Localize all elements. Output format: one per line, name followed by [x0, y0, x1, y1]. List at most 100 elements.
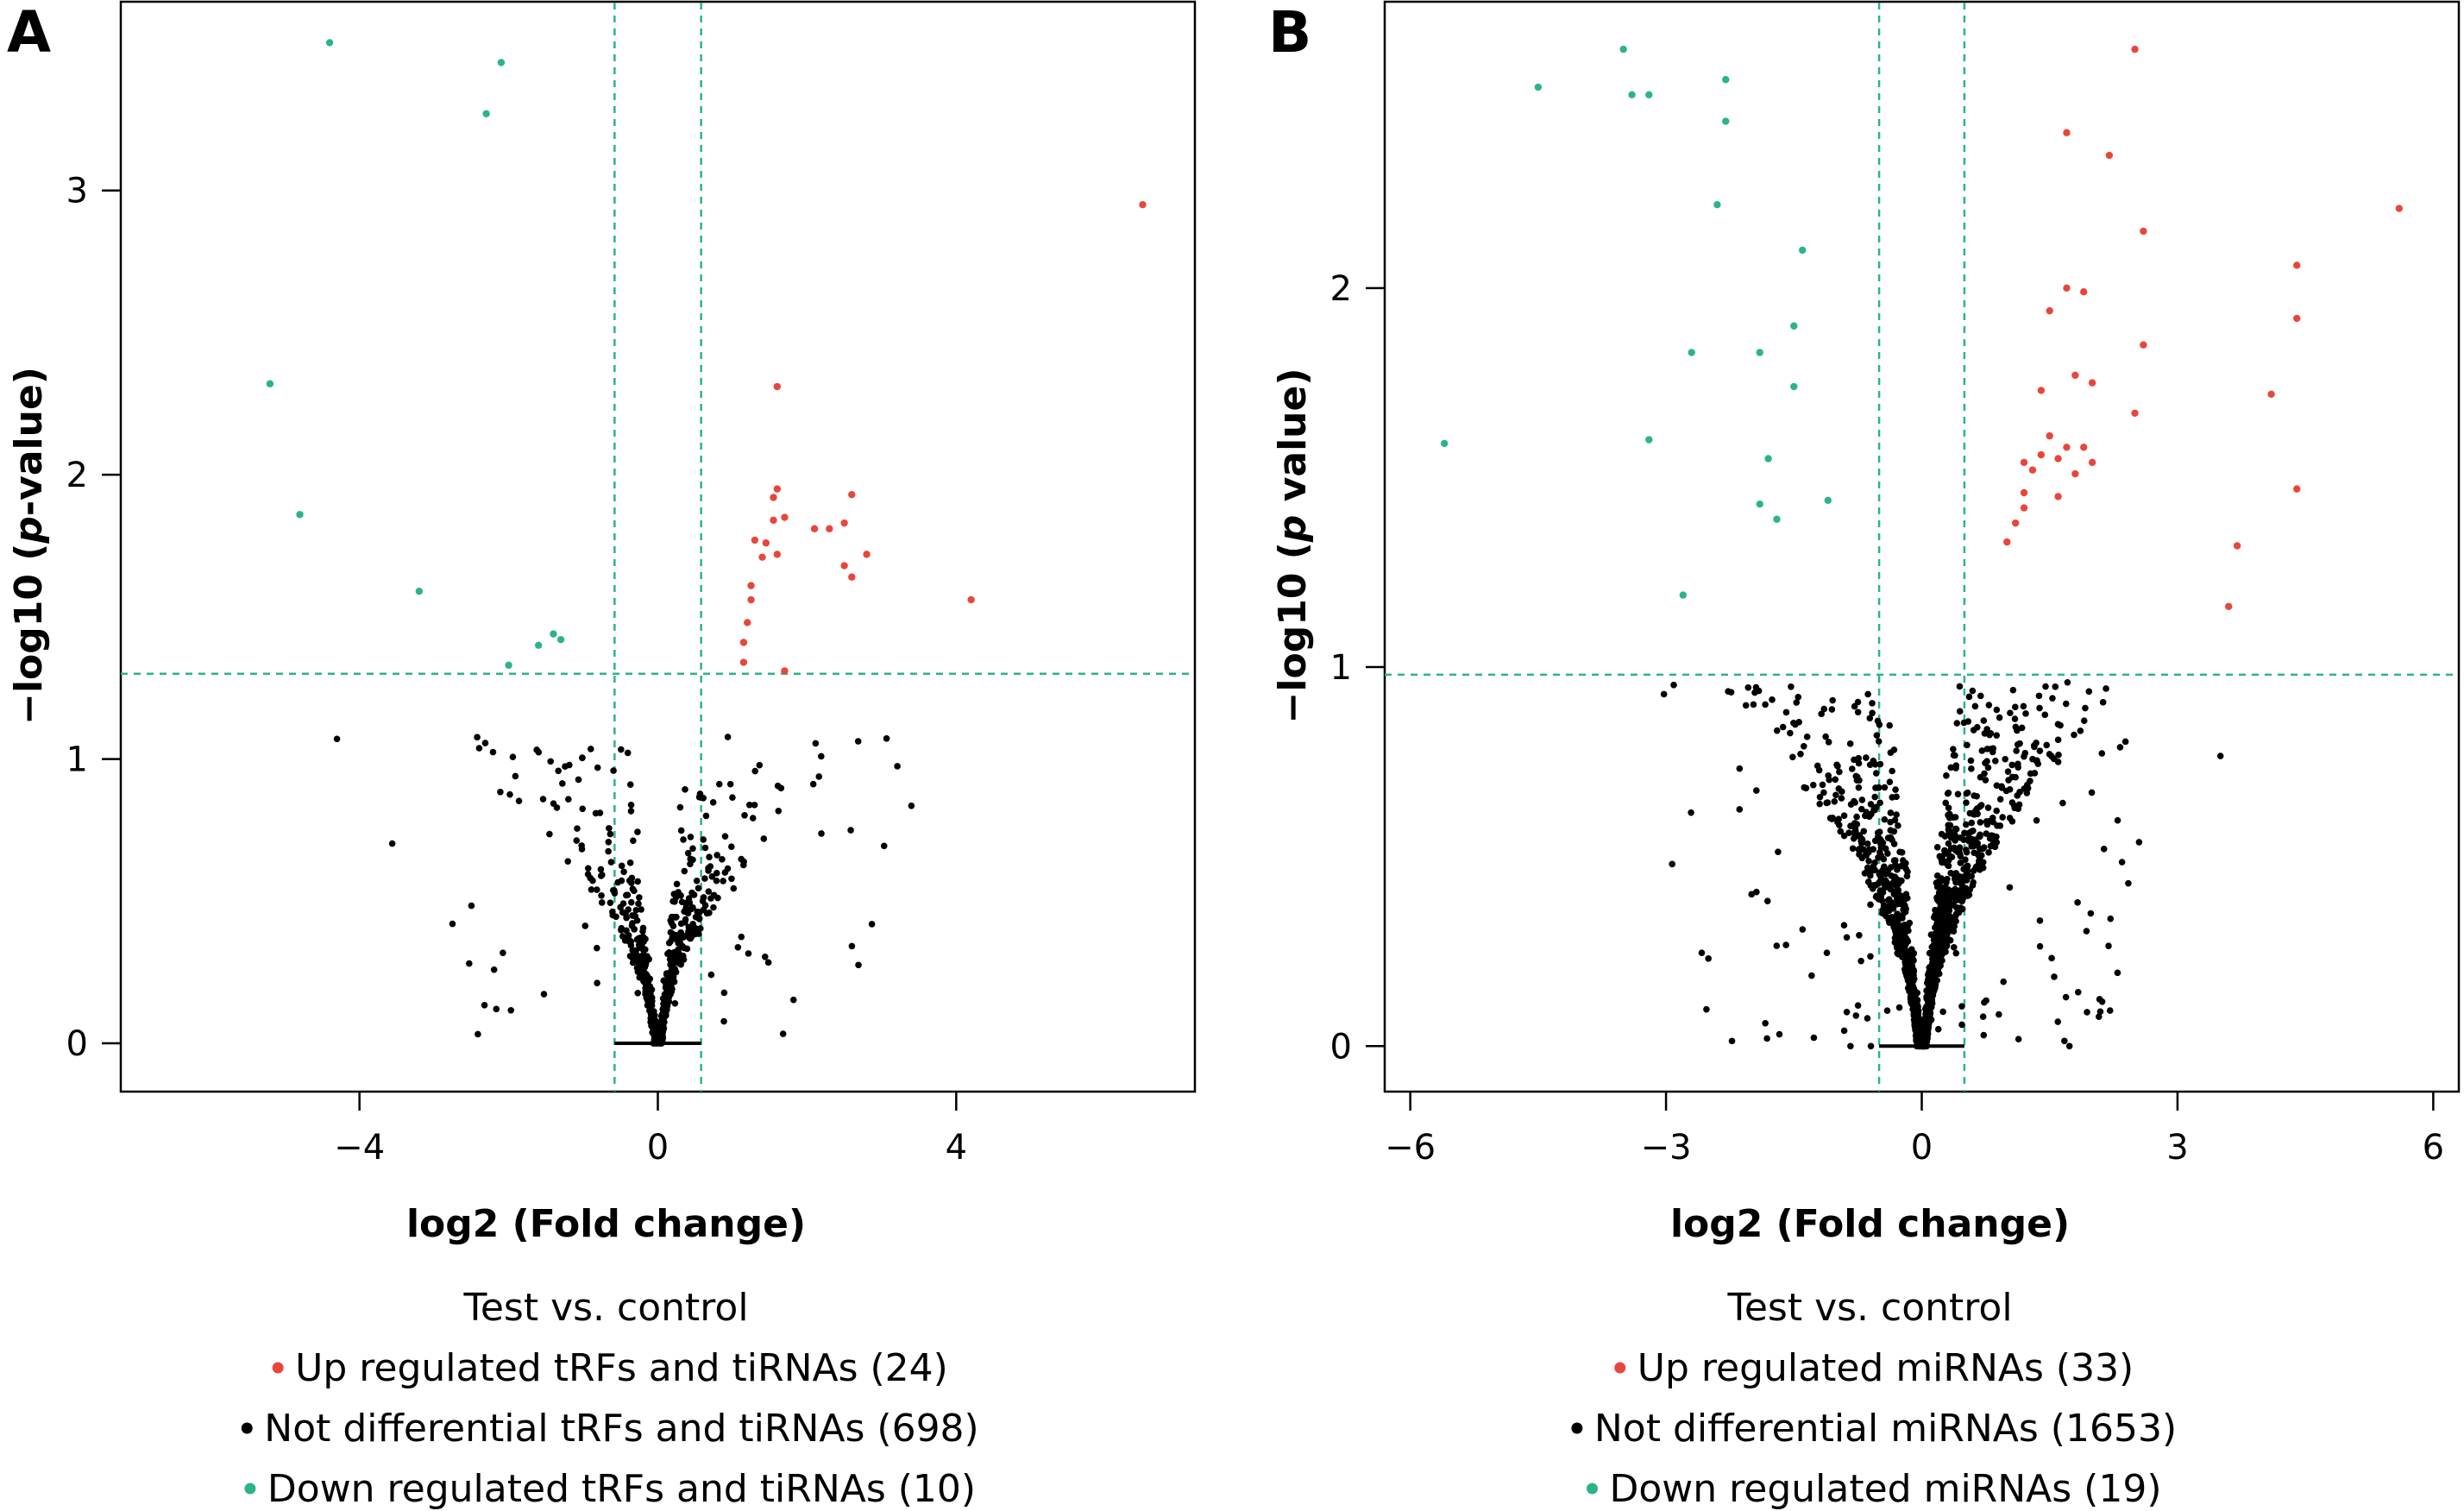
- point-not-differential: [581, 922, 589, 929]
- point-not-differential: [1902, 891, 1910, 898]
- point-not-differential: [708, 873, 716, 880]
- point-not-differential: [1932, 954, 1939, 961]
- point-up: [762, 539, 770, 547]
- point-not-differential: [1983, 746, 1991, 752]
- point-not-differential: [333, 735, 341, 743]
- point-not-differential: [701, 844, 709, 852]
- point-not-differential: [1670, 682, 1677, 689]
- point-not-differential: [1890, 828, 1898, 835]
- point-up: [2071, 469, 2079, 478]
- point-not-differential: [1983, 821, 1991, 828]
- point-not-differential: [2020, 702, 2027, 710]
- point-down: [1534, 83, 1543, 91]
- point-not-differential: [1957, 878, 1964, 885]
- point-down: [1798, 246, 1807, 255]
- point-up: [773, 551, 782, 558]
- point-not-differential: [1846, 740, 1854, 747]
- point-not-differential: [812, 740, 820, 747]
- point-not-differential: [1957, 853, 1964, 859]
- point-not-differential: [489, 748, 497, 756]
- point-not-differential: [1753, 787, 1760, 794]
- point-not-differential: [2116, 744, 2124, 751]
- point-not-differential: [668, 919, 676, 927]
- point-not-differential: [1866, 715, 1874, 722]
- point-not-differential: [565, 796, 572, 803]
- point-not-differential: [493, 1005, 500, 1013]
- point-not-differential: [880, 842, 888, 850]
- series-up: [739, 200, 1147, 675]
- point-not-differential: [634, 878, 641, 885]
- point-not-differential: [606, 825, 613, 832]
- y-axis-label-part: −log10 (: [7, 544, 51, 725]
- point-not-differential: [1744, 683, 1752, 691]
- point-not-differential: [1964, 862, 1971, 870]
- point-not-differential: [2057, 721, 2064, 729]
- point-not-differential: [1660, 690, 1668, 698]
- point-up: [2063, 284, 2071, 293]
- point-not-differential: [1898, 954, 1906, 960]
- point-up: [2020, 488, 2028, 497]
- point-not-differential: [1843, 1008, 1851, 1016]
- point-not-differential: [594, 886, 600, 893]
- x-tick-label: 3: [2166, 1128, 2188, 1168]
- point-not-differential: [2000, 978, 2008, 985]
- point-not-differential: [1885, 914, 1893, 922]
- point-up: [2225, 602, 2233, 610]
- point-down: [505, 661, 512, 670]
- point-not-differential: [1970, 727, 1977, 733]
- point-up: [2063, 444, 2071, 451]
- point-not-differential: [710, 891, 718, 899]
- point-not-differential: [1790, 720, 1797, 727]
- point-not-differential: [618, 877, 625, 885]
- point-up: [747, 595, 755, 604]
- point-not-differential: [1951, 944, 1958, 951]
- point-not-differential: [700, 836, 707, 843]
- point-not-differential: [1977, 692, 1984, 700]
- point-not-differential: [629, 885, 637, 892]
- point-not-differential: [2043, 741, 2051, 749]
- point-not-differential: [707, 971, 715, 979]
- point-not-differential: [607, 830, 614, 838]
- point-not-differential: [1860, 828, 1868, 835]
- point-not-differential: [2013, 747, 2020, 754]
- point-not-differential: [818, 752, 825, 760]
- point-not-differential: [1971, 792, 1977, 799]
- point-not-differential: [728, 875, 735, 883]
- point-not-differential: [894, 763, 901, 770]
- point-not-differential: [626, 781, 634, 788]
- point-not-differential: [1881, 784, 1889, 791]
- point-not-differential: [1875, 784, 1883, 791]
- point-not-differential: [1869, 700, 1876, 707]
- point-not-differential: [1851, 825, 1859, 833]
- point-up: [744, 619, 751, 626]
- point-down: [415, 588, 424, 595]
- point-not-differential: [688, 889, 695, 897]
- point-not-differential: [1883, 1007, 1891, 1014]
- point-down: [266, 380, 274, 387]
- point-not-differential: [1893, 943, 1901, 950]
- point-not-differential: [651, 1021, 658, 1028]
- point-not-differential: [1988, 832, 1996, 839]
- point-not-differential: [1989, 748, 1996, 756]
- point-not-differential: [597, 872, 605, 879]
- point-not-differential: [500, 949, 506, 956]
- point-down: [296, 511, 304, 519]
- point-not-differential: [2015, 764, 2021, 771]
- point-not-differential: [1908, 973, 1915, 981]
- legend-marker-down: [244, 1483, 256, 1495]
- point-not-differential: [695, 930, 702, 937]
- point-not-differential: [1920, 1037, 1927, 1045]
- point-not-differential: [644, 1001, 652, 1009]
- point-not-differential: [2005, 777, 2012, 784]
- point-not-differential: [1971, 810, 1977, 818]
- point-not-differential: [1941, 897, 1949, 904]
- plot-frame: [1383, 0, 2461, 1093]
- point-not-differential: [1926, 1012, 1933, 1020]
- legend-entry-not: Not differential tRFs and tiRNAs (698): [264, 1407, 978, 1451]
- point-not-differential: [730, 885, 738, 892]
- point-not-differential: [1736, 806, 1744, 813]
- point-not-differential: [1840, 922, 1848, 929]
- point-not-differential: [644, 993, 651, 1000]
- point-not-differential: [1915, 1017, 1923, 1025]
